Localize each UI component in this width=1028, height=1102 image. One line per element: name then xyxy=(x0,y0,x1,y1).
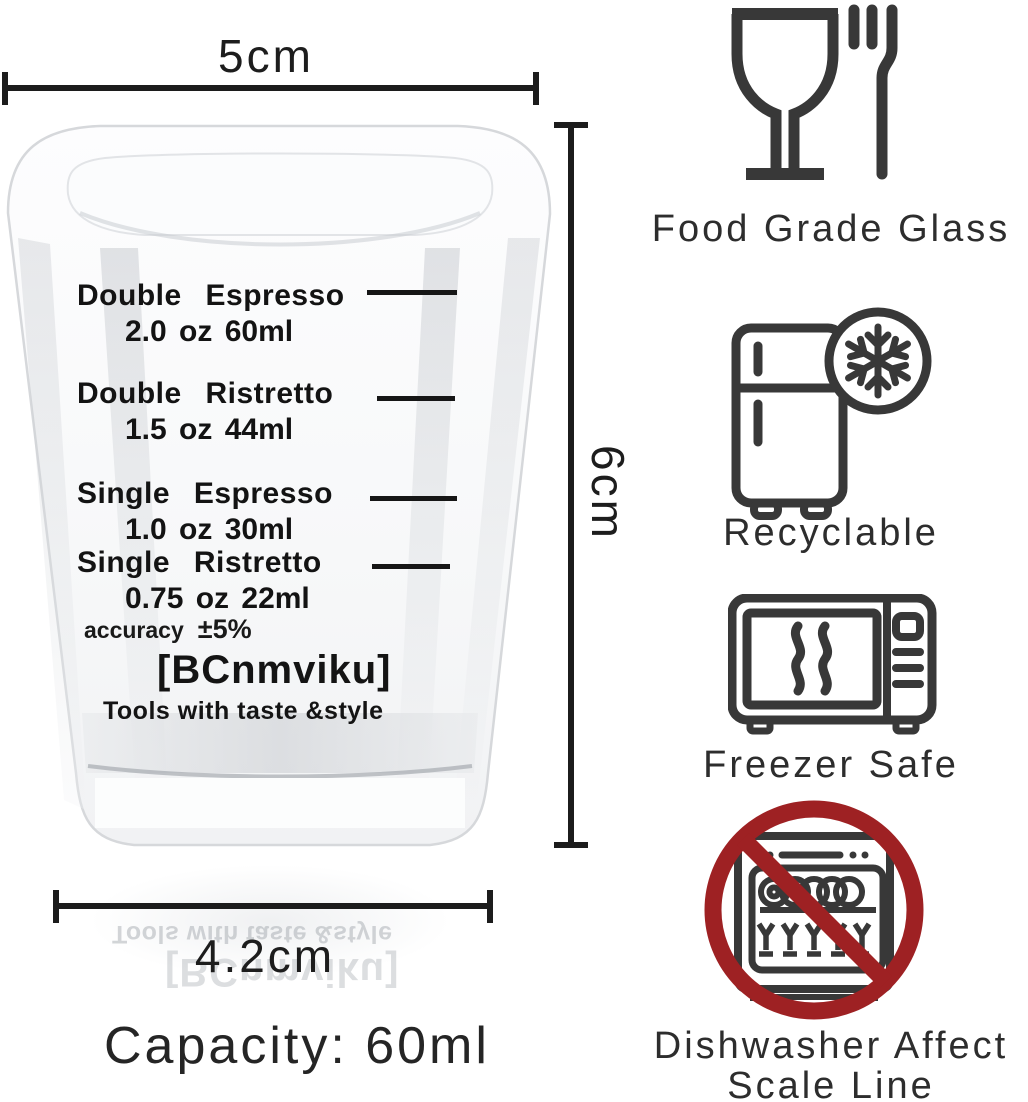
dimension-end-tick xyxy=(53,890,59,923)
measure-row-double-espresso: Double Espresso 2.0 oz 60ml xyxy=(77,281,345,347)
brand-tagline: Tools with taste &style xyxy=(103,697,384,725)
side-height-label: 6cm xyxy=(581,445,634,541)
scale-tick xyxy=(377,396,455,401)
refrigerator-freezer-icon xyxy=(731,307,932,520)
accuracy-label: accuracy xyxy=(84,617,184,643)
side-height-dimension-line xyxy=(568,124,574,846)
capacity-label: Capacity: 60ml xyxy=(104,1017,490,1075)
accuracy-note: accuracy ±5% xyxy=(84,614,252,645)
glass-reflection-glow xyxy=(30,846,510,996)
feature-label-food-grade: Food Grade Glass xyxy=(651,208,1011,250)
scale-tick xyxy=(367,290,457,295)
microwave-icon xyxy=(728,594,937,735)
scale-tick xyxy=(372,564,450,569)
measure-amount: 2.0 oz 60ml xyxy=(125,315,294,348)
top-width-label: 5cm xyxy=(218,30,314,82)
dimension-end-tick xyxy=(533,72,539,105)
feature-label-dishwasher-line2: Scale Line xyxy=(727,1065,935,1102)
dimension-end-tick xyxy=(554,122,588,128)
measure-row-single-espresso: Single Espresso 1.0 oz 30ml xyxy=(77,479,333,545)
brand-name: [BCnmviku] xyxy=(157,648,392,692)
scale-tick xyxy=(370,496,457,501)
feature-label-freezer-safe: Freezer Safe xyxy=(703,744,959,786)
dimension-end-tick xyxy=(2,72,8,105)
no-dishwasher-icon xyxy=(704,800,924,1020)
food-grade-glass-icon xyxy=(731,4,898,180)
feature-label-dishwasher-line1: Dishwasher Affect xyxy=(653,1025,1009,1067)
measure-row-single-ristretto: Single Ristretto 0.75 oz 22ml xyxy=(77,548,322,614)
feature-label-recyclable: Recyclable xyxy=(723,512,939,554)
accuracy-value: ±5% xyxy=(197,614,252,644)
measure-name: Double Espresso xyxy=(77,279,345,312)
shot-glass-photo xyxy=(6,124,552,847)
bottom-width-dimension-line xyxy=(55,903,493,909)
measure-amount: 0.75 oz 22ml xyxy=(125,582,310,615)
feature-label-dishwasher: Dishwasher Affect Scale Line xyxy=(654,1026,1008,1102)
measure-amount: 1.5 oz 44ml xyxy=(125,413,294,446)
dimension-end-tick xyxy=(487,890,493,923)
dimension-end-tick xyxy=(554,842,588,848)
top-width-dimension-line xyxy=(2,85,539,91)
measure-amount: 1.0 oz 30ml xyxy=(125,513,294,546)
measure-name: Double Ristretto xyxy=(77,377,334,410)
measure-name: Single Espresso xyxy=(77,477,333,510)
measure-row-double-ristretto: Double Ristretto 1.5 oz 44ml xyxy=(77,379,333,445)
measure-name: Single Ristretto xyxy=(77,546,322,579)
bottom-width-label: 4.2cm xyxy=(194,930,336,982)
